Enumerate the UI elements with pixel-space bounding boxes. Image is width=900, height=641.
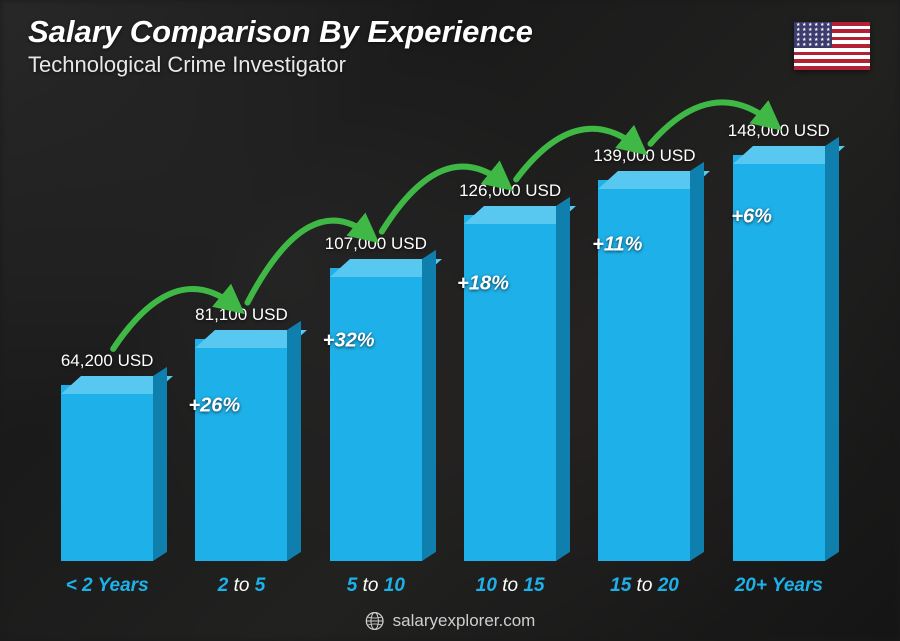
x-label: 10 to 15 xyxy=(443,575,577,597)
x-label: 5 to 10 xyxy=(309,575,443,597)
value-label: 148,000 USD xyxy=(728,121,830,141)
bar: 148,000 USD xyxy=(733,155,825,561)
x-label: 20+ Years xyxy=(712,575,846,597)
page-title: Salary Comparison By Experience xyxy=(28,14,533,50)
bar-slot: 81,100 USD xyxy=(174,110,308,561)
bar-slot: 148,000 USD xyxy=(712,110,846,561)
bar-slot: 64,200 USD xyxy=(40,110,174,561)
flag-icon: ★★★★★★★★★★★★★★★★★★★★★★★★★★★★★★ xyxy=(794,22,870,70)
bar: 64,200 USD xyxy=(61,385,153,561)
watermark: salaryexplorer.com xyxy=(365,611,536,631)
globe-icon xyxy=(365,611,385,631)
bar: 126,000 USD xyxy=(464,215,556,561)
header: Salary Comparison By Experience Technolo… xyxy=(28,14,533,78)
x-label: 15 to 20 xyxy=(577,575,711,597)
bar-slot: 107,000 USD xyxy=(309,110,443,561)
watermark-text: salaryexplorer.com xyxy=(393,611,536,631)
value-label: 81,100 USD xyxy=(195,305,288,325)
x-axis-labels: < 2 Years2 to 55 to 1010 to 1515 to 2020… xyxy=(40,575,846,597)
value-label: 126,000 USD xyxy=(459,181,561,201)
value-label: 139,000 USD xyxy=(593,146,695,166)
bar: 107,000 USD xyxy=(330,268,422,561)
bar: 139,000 USD xyxy=(598,180,690,561)
bar: 81,100 USD xyxy=(195,339,287,561)
bar-chart: 64,200 USD 81,100 USD 107,000 USD 126,000 U… xyxy=(40,110,846,561)
infographic-stage: Salary Comparison By Experience Technolo… xyxy=(0,0,900,641)
value-label: 64,200 USD xyxy=(61,351,154,371)
page-subtitle: Technological Crime Investigator xyxy=(28,52,533,78)
value-label: 107,000 USD xyxy=(325,234,427,254)
bar-slot: 139,000 USD xyxy=(577,110,711,561)
x-label: < 2 Years xyxy=(40,575,174,597)
bar-slot: 126,000 USD xyxy=(443,110,577,561)
x-label: 2 to 5 xyxy=(174,575,308,597)
